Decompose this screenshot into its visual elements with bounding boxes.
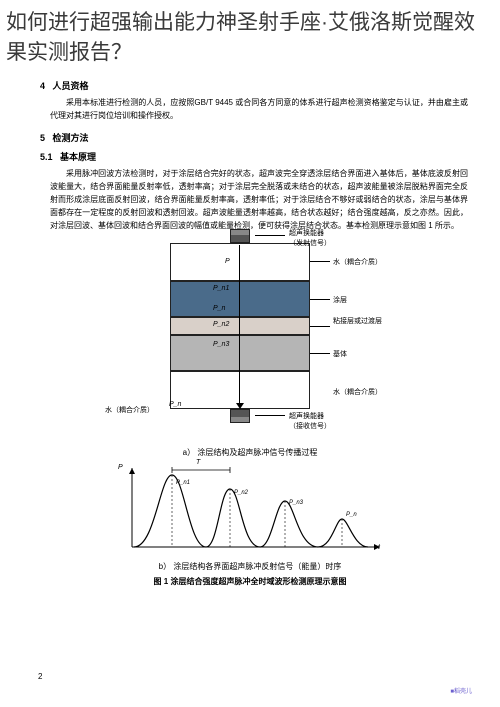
section-51-header: 5.1 基本原理 [0, 146, 500, 165]
diagram-a-container: 超声换能器 （发射信号） 水（耦合介质） 涂层 粘接层或过渡层 基体 水（耦合介… [105, 243, 395, 443]
section-5-header: 5 检测方法 [0, 125, 500, 146]
propagation-arrow [239, 245, 240, 405]
peak-label: P_n3 [289, 500, 303, 506]
p-label: P_n3 [213, 341, 229, 348]
section-51-title: 基本原理 [60, 152, 96, 162]
label-transducer-top: 超声换能器 [289, 228, 324, 238]
label-water-coupling: 水（耦合介质） [333, 257, 382, 267]
diagram-a: 超声换能器 （发射信号） 水（耦合介质） 涂层 粘接层或过渡层 基体 水（耦合介… [105, 243, 395, 443]
arrow-down-icon [236, 403, 244, 409]
p-label: P [225, 258, 230, 265]
transducer-top-icon [230, 229, 250, 243]
pointer-line [255, 415, 285, 416]
label-substrate: 基体 [333, 349, 347, 359]
pointer-line [255, 235, 285, 236]
diagram-a-caption: a） 涂层结构及超声脉冲信号传播过程 [0, 447, 500, 458]
section-51-body: 采用脉冲回波方法检测时，对于涂层结合完好的状态，超声波完全穿透涂层结合界面进入基… [0, 165, 500, 235]
figure-1-title: 图 1 涂层结合强度超声脉冲全时域波形检测原理示意图 [0, 576, 500, 587]
watermark: ■稻壳儿 [450, 686, 472, 695]
p-label: P_n2 [213, 321, 229, 328]
label-water-coupling2: 水（耦合介质） [333, 387, 382, 397]
layer-adhesive [170, 317, 310, 335]
ylabel: P [118, 464, 123, 471]
layer-coating [170, 281, 310, 317]
layer-water-top [170, 243, 310, 281]
layer-substrate [170, 335, 310, 371]
section-4-title: 人员资格 [53, 81, 89, 91]
p-label: P_n [169, 401, 181, 408]
section-4-header: 4 人员资格 [0, 73, 500, 94]
peak-label: P_n [346, 512, 357, 518]
page-number: 2 [38, 672, 42, 681]
peak-label: P_n1 [176, 480, 190, 486]
section-5-title: 检测方法 [53, 133, 89, 143]
pointer-line [310, 326, 330, 327]
section-4-body: 采用本标准进行检测的人员，应按照GB/T 9445 或合同各方同意的体系进行超声… [0, 94, 500, 126]
diagram-b-caption: b） 涂层结构各界面超声脉冲反射信号（能量）时序 [0, 561, 500, 572]
pointer-line [310, 299, 330, 300]
label-water-left: 水（耦合介质） [105, 405, 154, 415]
diagram-b: P t T P_n1 P_n2 P_n3 P_n [110, 462, 390, 557]
section-51-num: 5.1 [40, 152, 53, 162]
section-4-num: 4 [40, 81, 45, 91]
label-emit-signal: （发射信号） [289, 238, 331, 248]
transducer-bot-icon [230, 409, 250, 423]
t-label: T [196, 459, 200, 466]
label-transducer-bot: 超声换能器 [289, 411, 324, 421]
label-coating: 涂层 [333, 295, 347, 305]
xlabel: t [378, 544, 380, 551]
label-receive-signal: （接收信号） [289, 421, 331, 431]
pulse-waveform [110, 462, 390, 557]
peak-label: P_n2 [234, 490, 248, 496]
pointer-line [310, 353, 330, 354]
p-label: P_n1 [213, 285, 229, 292]
section-5-num: 5 [40, 133, 45, 143]
page-title: 如何进行超强输出能力神圣射手座·艾俄洛斯觉醒效果实测报告？ [0, 0, 500, 73]
pointer-line [310, 261, 330, 262]
p-label: P_n [213, 305, 225, 312]
label-adhesive: 粘接层或过渡层 [333, 318, 382, 326]
